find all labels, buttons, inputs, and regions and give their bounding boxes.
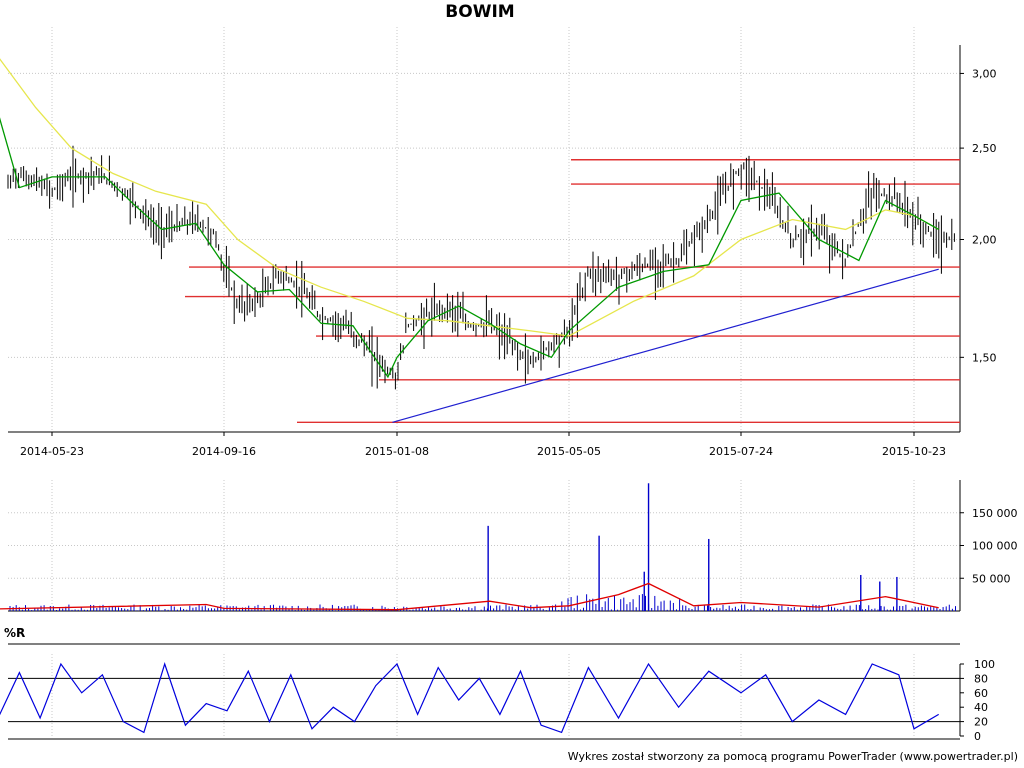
wr-line: [0, 662, 940, 734]
chart-title: BOWIM: [445, 2, 515, 22]
x-tick-label: 2014-05-23: [20, 445, 84, 458]
wr-label: %R: [4, 626, 25, 640]
x-tick-label: 2015-01-08: [365, 445, 429, 458]
x-tick-label: 2014-09-16: [192, 445, 256, 458]
price-y-tick-label: 3,00: [972, 67, 997, 80]
wr-y-tick-label: 20: [974, 716, 988, 729]
price-y-tick-label: 2,50: [972, 142, 997, 155]
x-tick-label: 2015-10-23: [882, 445, 946, 458]
volume-ma-line: [0, 582, 939, 611]
volume-y-tick-label: 100 000: [972, 540, 1018, 553]
volume-y-tick-label: 50 000: [972, 572, 1011, 585]
ma-fast-line: [0, 117, 940, 379]
wr-y-tick-label: 80: [974, 672, 988, 685]
wr-y-tick-label: 0: [974, 730, 981, 743]
wr-y-tick-label: 60: [974, 687, 988, 700]
footer-credit: Wykres został stworzony za pomocą progra…: [567, 750, 1018, 763]
wr-y-tick-label: 40: [974, 701, 988, 714]
x-tick-label: 2015-05-05: [537, 445, 601, 458]
wr-y-tick-label: 100: [974, 658, 995, 671]
price-y-tick-label: 1,50: [972, 351, 997, 364]
price-y-tick-label: 2,00: [972, 234, 997, 247]
ma-slow-line: [0, 58, 940, 337]
x-tick-label: 2015-07-24: [709, 445, 773, 458]
trend-line: [392, 268, 939, 423]
volume-y-tick-label: 150 000: [972, 507, 1018, 520]
